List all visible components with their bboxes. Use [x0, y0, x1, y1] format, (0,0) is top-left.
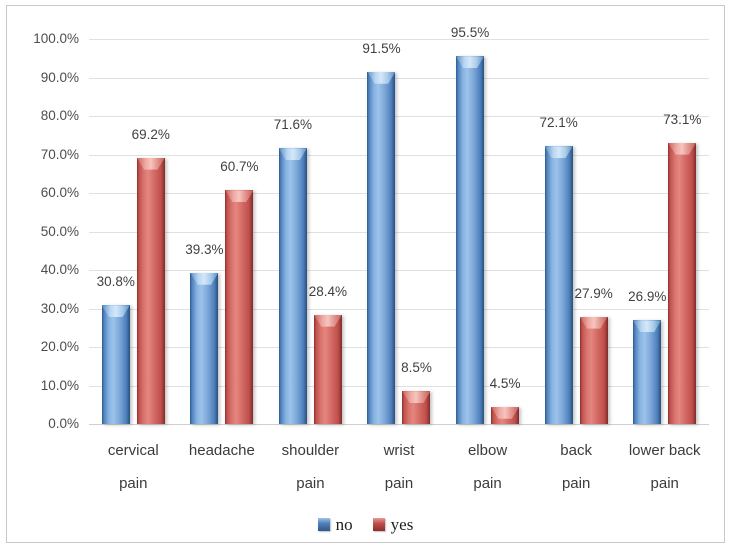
bar-yes: 73.1% [663, 112, 701, 424]
bar-yes: 8.5% [401, 360, 432, 424]
x-category-label-line: pain [473, 475, 502, 492]
x-category-label: headache [178, 434, 267, 467]
bar-value-label: 28.4% [308, 283, 348, 299]
legend-label: yes [390, 515, 414, 534]
bar-no: 72.1% [539, 115, 578, 424]
x-category-label-line: wrist [383, 442, 415, 459]
bar-group: 72.1% 27.9% [532, 39, 621, 424]
bar-top-highlight [491, 406, 520, 419]
y-tick-label: 60.0% [40, 185, 79, 200]
bar-value-label: 91.5% [362, 40, 401, 56]
legend-item-no: no [317, 515, 353, 534]
bar-top-highlight [633, 320, 662, 333]
x-category-label-line: pain [296, 475, 325, 492]
x-category-label-line: lower back [628, 442, 701, 459]
bar-no: 26.9% [628, 289, 666, 424]
y-tick-label: 80.0% [40, 108, 79, 123]
bar-group: 91.5% 8.5% [355, 39, 444, 424]
x-category-label-line: headache [188, 442, 255, 459]
gridline [89, 231, 709, 233]
x-category-label: shoulder pain [266, 434, 355, 500]
bar-value-label: 72.1% [539, 115, 578, 131]
bar-top-highlight [456, 56, 485, 69]
bar-yes: 69.2% [132, 127, 170, 424]
legend: no yes [7, 516, 724, 533]
plot-area: 30.8% 69.2% 39.3% 60.7% 71.6% 28.4% 91.5% 8.5% 9… [89, 25, 709, 425]
bar-value-label: 30.8% [96, 274, 135, 290]
gridline [89, 385, 709, 387]
y-tick-label: 90.0% [40, 69, 79, 85]
gridline [89, 347, 709, 348]
gridline [89, 193, 709, 194]
gridline [89, 39, 709, 40]
y-tick-label: 70.0% [40, 146, 79, 162]
bar-value-label: 71.6% [273, 117, 313, 133]
bar-top-highlight [225, 190, 254, 203]
x-category-label-line: cervical [107, 442, 159, 459]
bar-value-label: 69.2% [131, 126, 170, 142]
y-tick-label: 20.0% [40, 339, 79, 354]
x-category-label-line: pain [561, 475, 591, 492]
bar-value-label: 8.5% [401, 360, 432, 376]
x-category-label-line: shoulder [281, 442, 340, 459]
legend-item-yes: yes [372, 515, 414, 534]
bar-group: 95.5% 4.5% [443, 25, 532, 424]
x-category-label-line: elbow [467, 442, 508, 459]
y-tick-label: 100.0% [33, 31, 79, 46]
x-category-label-line: pain [384, 475, 414, 492]
bar-top-highlight [190, 272, 219, 285]
gridline [89, 116, 709, 117]
bar-value-label: 27.9% [574, 285, 613, 301]
bar-group: 39.3% 60.7% [178, 39, 267, 424]
gridline [89, 77, 709, 79]
bar-yes: 4.5% [490, 376, 520, 424]
gridline [89, 270, 709, 271]
bar-no: 30.8% [97, 274, 135, 424]
x-category-label: back pain [532, 434, 621, 500]
bar-group: 26.9% 73.1% [620, 39, 709, 424]
y-tick-label: 40.0% [40, 262, 79, 277]
legend-marker-yes [372, 518, 385, 531]
x-category-label-line: pain [119, 475, 148, 492]
x-category-label: cervical pain [89, 434, 178, 500]
bar-yes: 60.7% [220, 159, 258, 424]
legend-marker-no [317, 518, 330, 531]
bar-group: 71.6% 28.4% [266, 39, 355, 424]
legend-label: no [335, 515, 353, 534]
bar-yes: 28.4% [309, 284, 347, 424]
chart-frame: 30.8% 69.2% 39.3% 60.7% 71.6% 28.4% 91.5% 8.5% 9… [6, 5, 725, 543]
x-category-label: lower back pain [620, 434, 709, 500]
bar-top-highlight [367, 71, 396, 84]
bar-no: 39.3% [185, 242, 223, 424]
bar-top-highlight [668, 142, 697, 155]
bar-no: 95.5% [451, 25, 489, 424]
bar-top-highlight [101, 305, 130, 318]
y-tick-label: 10.0% [40, 377, 79, 393]
bar-group: 30.8% 69.2% [89, 39, 178, 424]
bar-no: 71.6% [274, 117, 312, 424]
gridline [89, 154, 709, 156]
y-tick-label: 0.0% [48, 416, 79, 431]
x-category-label-line: back [560, 442, 592, 459]
bar-top-highlight [402, 391, 431, 404]
bar-top-highlight [278, 148, 307, 161]
bar-top-highlight [579, 316, 608, 329]
x-category-label: wrist pain [355, 434, 444, 500]
bar-no: 91.5% [362, 41, 401, 424]
bar-top-highlight [136, 157, 165, 170]
bar-top-highlight [313, 314, 342, 327]
bar-value-label: 39.3% [185, 241, 224, 257]
y-tick-label: 50.0% [40, 223, 79, 239]
bar-value-label: 4.5% [489, 375, 521, 391]
bar-value-label: 95.5% [450, 25, 490, 41]
bar-value-label: 60.7% [220, 159, 259, 175]
bar-value-label: 26.9% [628, 289, 667, 305]
x-category-label: elbow pain [443, 434, 532, 500]
bar-value-label: 73.1% [663, 111, 702, 127]
bar-top-highlight [544, 146, 573, 159]
gridline [89, 308, 709, 310]
y-tick-label: 30.0% [40, 300, 79, 316]
bar-yes: 27.9% [574, 286, 613, 424]
x-category-label-line: pain [650, 475, 679, 492]
